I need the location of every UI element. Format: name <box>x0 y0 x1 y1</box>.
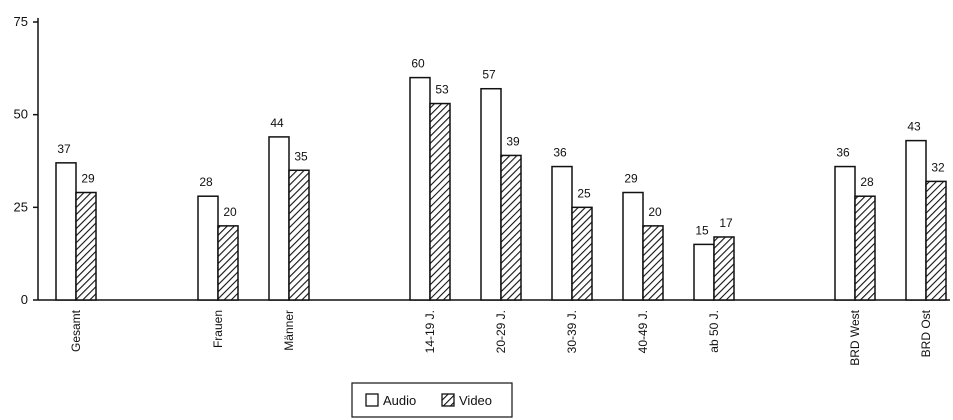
category-label: 40-49 J. <box>636 310 650 353</box>
bars <box>55 76 947 301</box>
audio-value-label: 36 <box>553 146 567 160</box>
category-label: Frauen <box>211 310 225 348</box>
audio-bar <box>693 243 715 301</box>
video-value-label: 25 <box>577 186 591 200</box>
video-value-label: 39 <box>506 134 520 148</box>
legend-box <box>351 382 513 418</box>
audio-bar <box>622 191 644 301</box>
video-legend-swatch <box>441 393 455 407</box>
video-value-label: 35 <box>294 149 308 163</box>
audio-bar <box>905 139 927 301</box>
video-value-label: 28 <box>860 175 874 189</box>
audio-value-label: 29 <box>624 172 638 186</box>
audio-bar <box>551 165 573 301</box>
category-label: BRD Ost <box>919 309 933 357</box>
video-value-label: 53 <box>435 83 449 97</box>
audio-value-label: 28 <box>199 175 213 189</box>
audio-value-label: 37 <box>57 142 71 156</box>
video-bar <box>642 225 664 301</box>
video-bar <box>571 206 593 301</box>
audio-value-label: 43 <box>907 120 921 134</box>
audio-value-label: 60 <box>411 57 425 71</box>
audio-value-label: 57 <box>482 68 496 82</box>
category-label: 20-29 J. <box>494 310 508 353</box>
video-bar <box>429 102 451 301</box>
audio-value-label: 15 <box>695 223 709 237</box>
category-label: BRD West <box>848 309 862 365</box>
video-bar <box>854 195 876 301</box>
video-value-label: 20 <box>223 205 237 219</box>
category-label: ab 50 J. <box>707 310 721 353</box>
audio-bar <box>480 87 502 301</box>
video-value-label: 29 <box>81 172 95 186</box>
video-value-label: 32 <box>931 160 945 174</box>
video-bar <box>217 225 239 301</box>
y-tick-label: 50 <box>14 107 28 122</box>
axes: 0 25 50 75 <box>14 14 950 307</box>
video-bar <box>925 180 947 301</box>
audio-bar <box>409 76 431 301</box>
audio-value-label: 36 <box>836 146 850 160</box>
video-bar <box>500 154 522 301</box>
category-label: 30-39 J. <box>565 310 579 353</box>
video-legend-label: Video <box>459 393 492 408</box>
audio-bar <box>268 136 290 301</box>
video-value-label: 20 <box>648 205 662 219</box>
audio-legend-label: Audio <box>383 393 416 408</box>
labels: 37 29 Gesamt 28 20 Frauen 44 35 Männer 60 53 14-19 … <box>57 57 945 366</box>
audio-bar <box>834 165 856 301</box>
video-value-label: 17 <box>719 216 733 230</box>
y-tick-label: 0 <box>21 292 28 307</box>
video-bar <box>288 169 310 301</box>
video-bar <box>75 191 97 301</box>
category-label: Gesamt <box>69 309 83 352</box>
video-bar <box>713 236 735 301</box>
audio-legend-swatch <box>365 393 379 407</box>
y-tick-label: 25 <box>14 199 28 214</box>
category-label: Männer <box>282 310 296 351</box>
category-label: 14-19 J. <box>423 310 437 353</box>
audio-bar <box>55 162 77 301</box>
audio-value-label: 44 <box>270 116 284 130</box>
audio-bar <box>197 195 219 301</box>
legend: Audio Video <box>351 382 513 418</box>
y-tick-label: 75 <box>14 14 28 29</box>
